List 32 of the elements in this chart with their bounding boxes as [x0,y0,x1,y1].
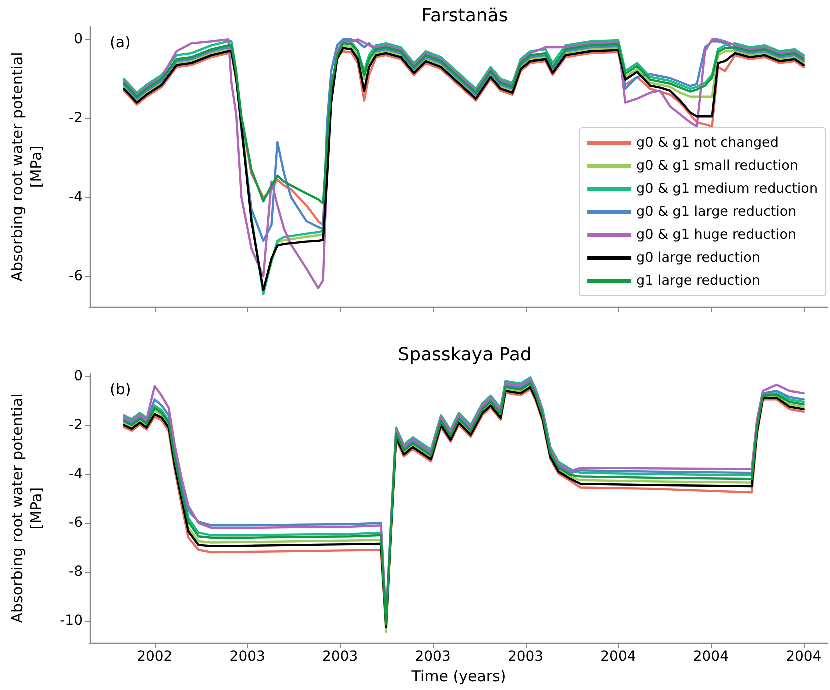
x-axis-title: Time (years) [410,668,506,686]
x-tick-label: 2004 [693,649,730,665]
x-tick-label: 2003 [230,649,266,665]
y-axis-title: Absorbing root water potential [MPa] [8,394,46,624]
legend-label: g0 & g1 not changed [636,135,779,151]
y-tick-label: -6 [69,268,84,285]
legend-label: g0 large reduction [636,250,760,266]
y-tick-label: -10 [60,612,83,629]
chart-title: Spasskaya Pad [398,344,532,366]
y-tick-label: -6 [69,515,84,532]
annotation: (a) [110,34,131,52]
x-tick-label: 2004 [600,649,636,665]
y-axis-title: Absorbing root water potential [MPa] [8,52,46,282]
y-tick-label: -8 [69,564,83,580]
legend-label: g0 & g1 huge reduction [636,227,797,243]
y-tick-label: -2 [69,110,83,127]
x-tick-label: 2003 [508,649,544,665]
x-tick-label: 2004 [786,649,822,665]
x-tick-label: 2003 [415,649,451,665]
legend-label: g0 & g1 medium reduction [636,181,818,197]
y-tick-label: -4 [69,466,84,482]
legend-label: g1 large reduction [636,273,760,289]
y-tick-label: -2 [69,417,83,434]
y-tick-label: 0 [74,368,83,384]
x-tick-label: 2002 [137,649,173,665]
legend-label: g0 & g1 large reduction [636,204,797,220]
chart-title: Farstanäs [422,6,508,26]
legend-label: g0 & g1 small reduction [636,158,798,174]
y-tick-label: -4 [69,190,84,206]
x-tick-label: 2003 [322,649,358,665]
annotation: (b) [110,380,132,398]
y-tick-label: 0 [74,32,83,48]
